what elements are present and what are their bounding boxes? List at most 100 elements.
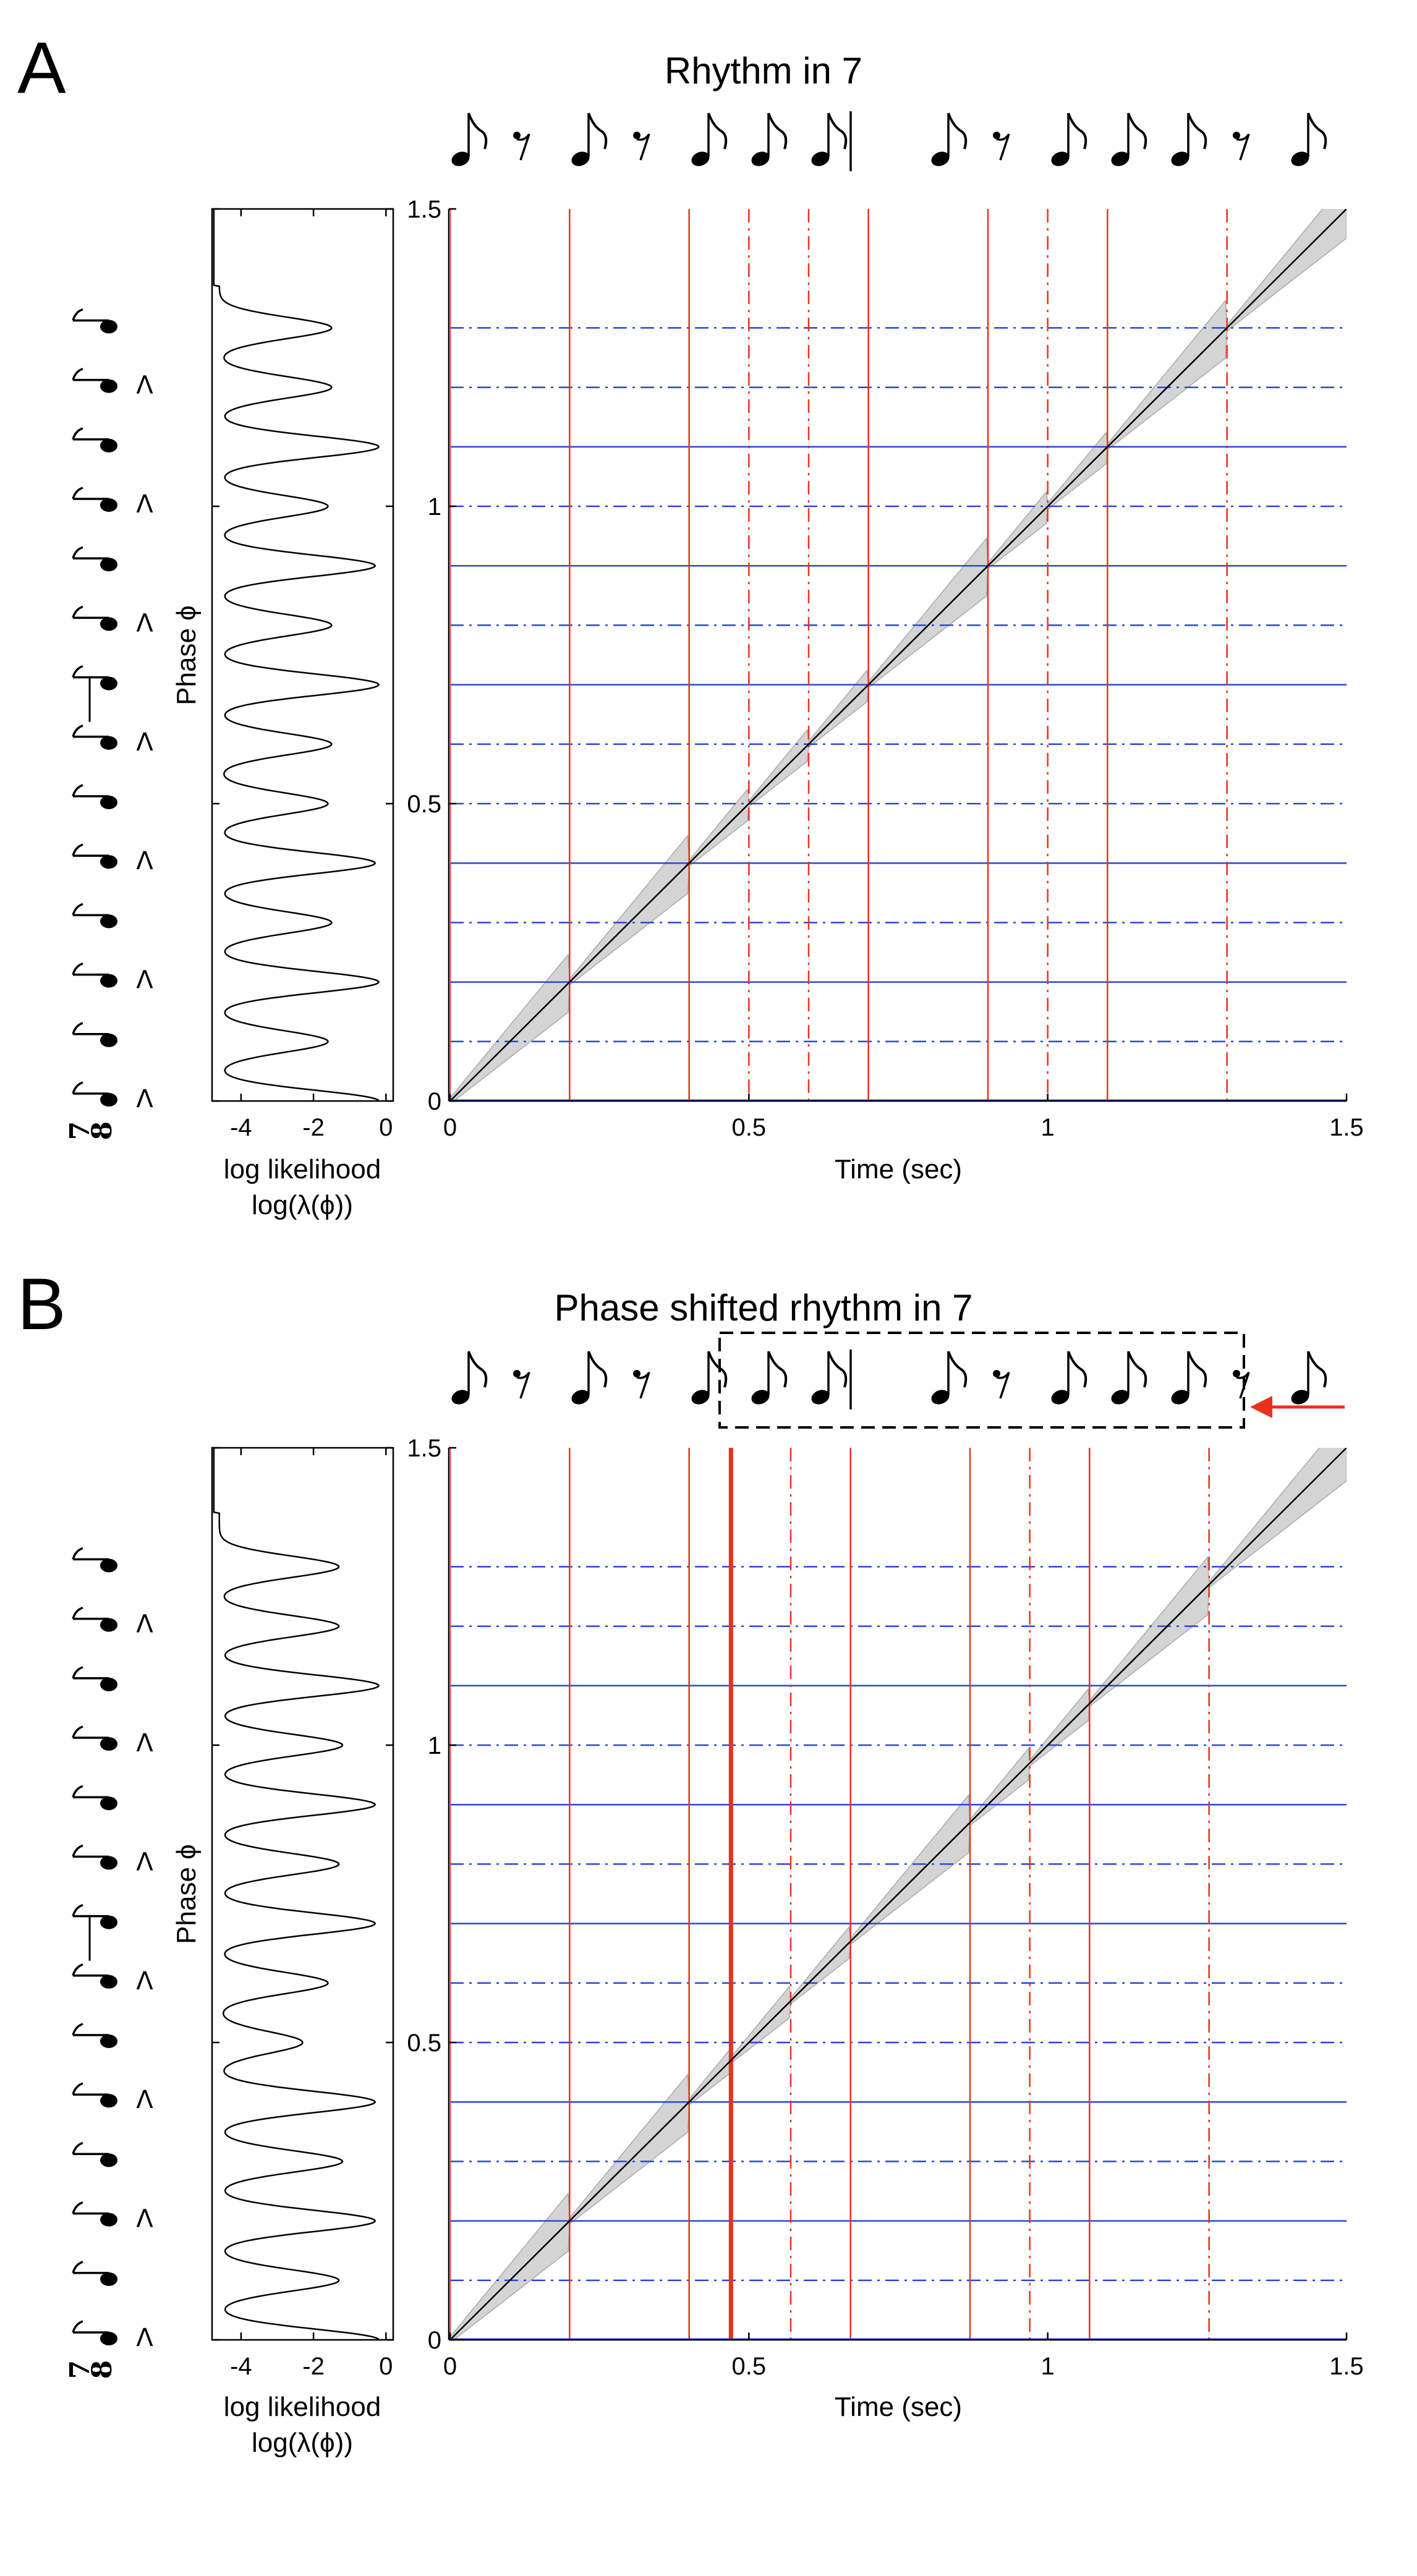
panel-letter: B [17, 1264, 66, 1345]
note-head [100, 914, 117, 929]
note-head [100, 2153, 117, 2167]
accent-mark: Λ [136, 490, 153, 519]
eighth-rest-icon [1233, 132, 1250, 161]
note-head [100, 1618, 117, 1632]
rotated-eighth-note-icon [72, 546, 117, 572]
eighth-rest-icon [1233, 1370, 1250, 1399]
rest-stroke [516, 1371, 530, 1399]
note-flag [72, 1081, 83, 1094]
note-flag [72, 903, 83, 916]
note-flag [467, 113, 488, 150]
likelihood-xlabel-secondary: log(λ(ϕ)) [252, 1190, 353, 1220]
note-flag [707, 1351, 728, 1388]
note-flag [72, 1022, 83, 1035]
likelihood-xlabel: log likelihood [224, 1154, 381, 1184]
note-head [100, 2272, 117, 2286]
note-flag [72, 843, 83, 856]
note-flag [72, 1844, 83, 1857]
accent-mark: Λ [136, 1967, 153, 1996]
rotated-eighth-note-icon [72, 1903, 117, 1929]
note-head [100, 974, 117, 988]
accent-mark: Λ [136, 372, 153, 400]
note-flag [1067, 113, 1087, 150]
accent-mark: Λ [136, 966, 153, 995]
rest-stroke [516, 133, 530, 161]
note-head [100, 2332, 117, 2345]
rest-dot [633, 132, 640, 139]
rest-dot [993, 132, 1000, 139]
likelihood-xlabel: log likelihood [224, 2392, 381, 2422]
rotated-eighth-note-icon [72, 1963, 117, 1989]
x-tick-label: -2 [302, 1114, 325, 1141]
eighth-note-icon [931, 1351, 968, 1405]
note-flag [72, 2320, 83, 2333]
accent-mark: Λ [136, 2086, 153, 2114]
likelihood-curve-group: -4 -2 0 [212, 208, 393, 1141]
rest-dot [1233, 1370, 1240, 1377]
note-flag [72, 487, 83, 499]
note-flag [767, 113, 788, 150]
note-head [451, 151, 470, 166]
note-head [100, 796, 117, 809]
uncertainty-band [450, 209, 1347, 1101]
y-tick-label: 0.5 [407, 2030, 441, 2057]
rotated-eighth-note-icon [72, 1547, 117, 1573]
note-head [691, 1390, 710, 1405]
phase-trend-line [450, 209, 1347, 1101]
rest-dot [1233, 132, 1240, 139]
eighth-rest-icon [513, 1370, 530, 1399]
rotated-eighth-note-icon [72, 2261, 117, 2286]
note-head [100, 676, 117, 691]
rotated-eighth-note-icon [72, 308, 117, 334]
accent-mark: Λ [136, 2324, 153, 2352]
note-flag [72, 546, 83, 559]
note-flag [1307, 113, 1327, 150]
time-signature: 78 [64, 1121, 118, 1141]
x-tick-label: -2 [302, 2353, 325, 2380]
eighth-note-icon [1051, 1351, 1087, 1405]
panel-letter: A [17, 27, 66, 109]
rest-stroke [1236, 133, 1250, 161]
rotated-eighth-note-icon [72, 427, 117, 453]
y-tick-label: 1 [428, 1732, 441, 1759]
y-tick-label: 1 [428, 493, 441, 521]
x-tick-label: 1 [1041, 1114, 1055, 1141]
rotated-eighth-note-icon [72, 1081, 117, 1107]
eighth-note-icon [451, 113, 488, 166]
note-flag [827, 1351, 848, 1388]
note-head [1291, 1390, 1309, 1405]
eighth-rest-icon [993, 132, 1010, 161]
note-flag [587, 113, 608, 150]
note-flag [72, 2201, 83, 2214]
rotated-eighth-note-icon [72, 1844, 117, 1870]
rotated-eighth-note-icon [72, 843, 117, 869]
x-tick-label: 1.5 [1329, 1114, 1364, 1141]
rotated-eighth-note-icon [72, 1606, 117, 1632]
note-head [1171, 151, 1189, 166]
y-tick-label: 1.5 [407, 196, 441, 223]
rest-stroke [636, 133, 650, 161]
note-flag [72, 665, 83, 678]
eighth-rest-icon [633, 1370, 650, 1399]
x-tick-label: 0 [379, 2353, 393, 2380]
note-flag [72, 1963, 83, 1976]
likelihood-curve [213, 1448, 380, 2340]
accent-mark: Λ [136, 1729, 153, 1758]
time-signature-denominator: 8 [87, 1121, 118, 1141]
note-head [451, 1390, 470, 1405]
note-head [100, 617, 117, 631]
time-signature: 78 [64, 2360, 118, 2379]
note-flag [72, 1785, 83, 1798]
eighth-note-icon [1171, 113, 1207, 166]
phase-notation-column: Λ Λ Λ Λ Λ Λ Λ 78 [64, 308, 153, 1141]
time-signature-numerator: 7 [64, 2360, 96, 2379]
x-tick-label: -4 [230, 1114, 252, 1141]
rest-dot [513, 132, 521, 139]
eighth-note-icon [451, 1351, 488, 1405]
note-flag [72, 2023, 83, 2036]
note-head [100, 855, 117, 869]
likelihood-ylabel: Phase ϕ [171, 1844, 202, 1944]
note-head [100, 498, 117, 512]
eighth-note-icon [691, 1351, 728, 1405]
